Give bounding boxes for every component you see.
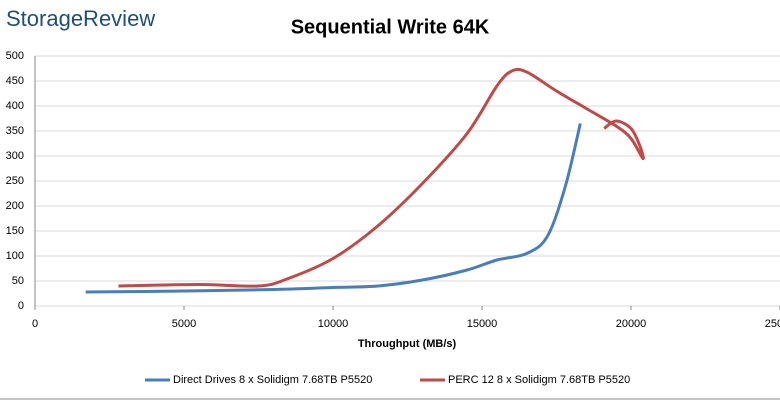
legend-label: Direct Drives 8 x Solidigm 7.68TB P5520 [173, 374, 372, 386]
y-tick-label: 150 [6, 225, 24, 237]
x-tick-label: 25000 [765, 318, 780, 330]
y-tick-label: 350 [6, 125, 24, 137]
x-tick-label: 0 [32, 318, 38, 330]
y-tick-label: 450 [6, 75, 24, 87]
y-tick-label: 200 [6, 200, 24, 212]
y-tick-label: 50 [12, 275, 24, 287]
y-tick-label: 0 [18, 300, 24, 312]
x-tick-label: 5000 [172, 318, 196, 330]
y-tick-label: 100 [6, 250, 24, 262]
y-tick-label: 500 [6, 50, 24, 62]
x-axis-label: Throughput (MB/s) [358, 338, 457, 350]
series-line [85, 123, 582, 294]
x-tick-label: 15000 [467, 318, 498, 330]
y-tick-label: 400 [6, 100, 24, 112]
x-tick-label: 20000 [616, 318, 647, 330]
x-tick-label: 10000 [318, 318, 349, 330]
series-line [118, 67, 645, 288]
y-tick-label: 250 [6, 175, 24, 187]
legend-label: PERC 12 8 x Solidigm 7.68TB P5520 [448, 374, 630, 386]
brand-logo: StorageReview [6, 6, 155, 31]
y-tick-label: 300 [6, 150, 24, 162]
chart-title: Sequential Write 64K [291, 16, 490, 38]
